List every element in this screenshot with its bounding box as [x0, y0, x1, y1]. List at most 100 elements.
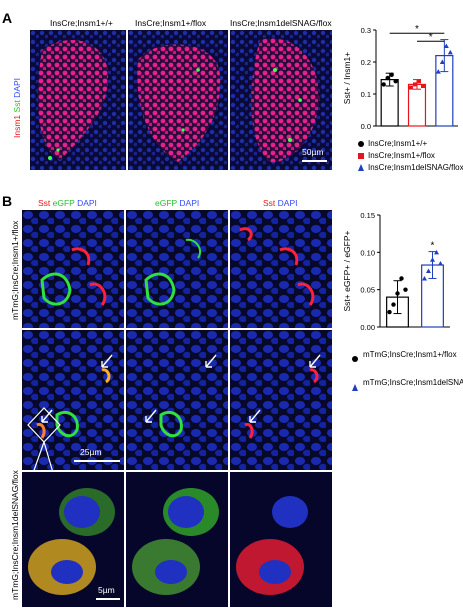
data-point — [430, 257, 435, 262]
y-tick-label: 0.0 — [361, 122, 371, 131]
micro-b23-svg — [230, 330, 332, 470]
panel-b-row-label-2: mTmG;InsCre;Insm1delSNAG/flox — [10, 470, 20, 600]
arrow-icon — [41, 409, 53, 423]
data-point — [438, 261, 443, 266]
panel-b-col-title-1: Sst eGFP DAPI — [38, 198, 97, 208]
legend-a-item-1: InsCre;Insm1+/+ — [358, 139, 427, 148]
arrow-icon — [205, 354, 217, 368]
panel-b-scalebar-bottom-label: 5µm — [98, 585, 115, 595]
legend-b-item-2: mTmG;InsCre;Insm1delSNAG/flox — [352, 378, 463, 391]
data-point — [403, 287, 408, 292]
panel-b-image-r3c1: 5µm — [22, 472, 124, 607]
data-point — [399, 276, 404, 281]
panel-a-image-3: 50µm — [230, 30, 332, 170]
arrow-icon — [249, 409, 261, 423]
legend-b-label-2: mTmG;InsCre;Insm1delSNAG/flox — [363, 378, 463, 387]
panel-b-image-r3c3 — [230, 472, 332, 607]
micro-a3-svg — [230, 30, 332, 170]
arrow-icon — [145, 409, 157, 423]
micro-b31-svg — [22, 472, 124, 607]
panel-a-col-title-3: InsCre;Insm1delSNAG/flox — [230, 18, 332, 28]
panel-b-image-r2c3 — [230, 330, 332, 470]
data-point — [434, 249, 439, 255]
b-title3-sst: Sst — [263, 198, 276, 208]
legend-a-item-2: InsCre;Insm1+/flox — [358, 151, 435, 160]
legend-b-label-1: mTmG;InsCre;Insm1+/flox — [363, 350, 457, 359]
y-tick-label: 0.05 — [360, 286, 375, 295]
panel-a-col-title-2: InsCre;Insm1+/flox — [135, 18, 207, 28]
label-insm1: Insm1 — [12, 114, 22, 138]
data-point — [422, 275, 427, 281]
data-point — [447, 49, 453, 55]
label-sst: Sst — [12, 100, 22, 113]
panel-a-image-2 — [128, 30, 228, 170]
panel-b-scalebar-bottom — [96, 598, 120, 600]
panel-b-image-r2c1: 25µm — [22, 330, 124, 470]
micro-b32-svg — [126, 472, 228, 607]
arrow-icon — [101, 354, 113, 368]
legend-b-marker-1 — [352, 356, 358, 362]
b-title2-egfp: eGFP — [155, 198, 178, 208]
b-title3-dapi: DAPI — [277, 198, 298, 208]
b-title2-dapi: DAPI — [179, 198, 200, 208]
panel-b-scalebar-top-label: 25µm — [80, 447, 102, 457]
legend-b-marker-2 — [352, 384, 358, 391]
data-point — [439, 59, 445, 64]
significance-star: * — [431, 241, 435, 252]
bar — [407, 83, 427, 127]
legend-a-item-3: InsCre;Insm1delSNAG/flox — [358, 163, 463, 172]
data-point — [443, 43, 449, 48]
chart-a: 0.0 0.1 0.2 0.3 Sst+ / Insm1+ * * — [338, 22, 463, 132]
panel-b-letter: B — [2, 193, 13, 209]
micro-a2-svg — [128, 30, 228, 170]
b-title1-egfp: eGFP — [52, 198, 75, 208]
legend-a-label-1: InsCre;Insm1+/+ — [368, 139, 428, 148]
data-point — [391, 302, 396, 307]
panel-b-image-r1c1 — [22, 210, 124, 328]
panel-a-row-label: Insm1 Sst DAPI — [12, 78, 22, 138]
panel-b-row-label-1: mTmG;InsCre;Insm1+/flox — [10, 220, 20, 320]
panel-b-col-title-3: Sst DAPI — [263, 198, 298, 208]
panel-a-letter: A — [2, 10, 13, 26]
data-point — [393, 79, 398, 84]
micro-b21-svg — [22, 330, 124, 470]
label-dapi: DAPI — [12, 77, 22, 98]
data-point — [389, 72, 394, 77]
micro-a1-svg — [30, 30, 126, 170]
legend-a-marker-3 — [358, 164, 364, 171]
data-point — [387, 309, 392, 315]
y-axis-label: Sst+ / Insm1+ — [342, 52, 352, 104]
y-tick-label: 0.3 — [361, 26, 371, 35]
y-tick-label: 0.2 — [361, 58, 371, 67]
significance-star: * — [429, 32, 433, 43]
data-point — [395, 291, 400, 296]
micro-b11-svg — [22, 210, 124, 328]
y-tick-label: 0.1 — [361, 90, 371, 99]
chart-a-svg: 0.0 0.1 0.2 0.3 Sst+ / Insm1+ * * — [342, 24, 458, 131]
arrow-icon — [309, 354, 321, 368]
data-point — [409, 85, 413, 90]
y-tick-label: 0.10 — [360, 248, 375, 257]
micro-b22-svg — [126, 330, 228, 470]
data-point — [381, 82, 386, 87]
legend-a-marker-1 — [358, 140, 364, 147]
panel-b-image-r1c2 — [126, 210, 228, 328]
panel-a-image-1 — [30, 30, 126, 170]
data-point — [385, 75, 390, 81]
legend-a-label-3: InsCre;Insm1delSNAG/flox — [368, 163, 463, 172]
panel-a-scalebar-label: 50µm — [302, 147, 324, 157]
b-title1-dapi: DAPI — [77, 198, 97, 208]
data-point — [413, 82, 417, 87]
legend-a-marker-2 — [358, 152, 364, 159]
panel-a-col-title-1: InsCre;Insm1+/+ — [50, 18, 113, 28]
panel-a-scalebar — [302, 160, 327, 162]
panel-b-scalebar-top — [74, 460, 120, 462]
chart-b: 0.00 0.05 0.10 0.15 Sst+ eGFP+ / eGFP+ * — [338, 205, 463, 335]
y-axis-label: Sst+ eGFP+ / eGFP+ — [342, 230, 352, 311]
y-tick-label: 0.15 — [360, 211, 375, 220]
micro-b33-svg — [230, 472, 332, 607]
data-point — [417, 79, 421, 84]
data-point — [421, 84, 425, 88]
micro-b13-svg — [230, 210, 332, 328]
inset-connector — [31, 441, 55, 477]
